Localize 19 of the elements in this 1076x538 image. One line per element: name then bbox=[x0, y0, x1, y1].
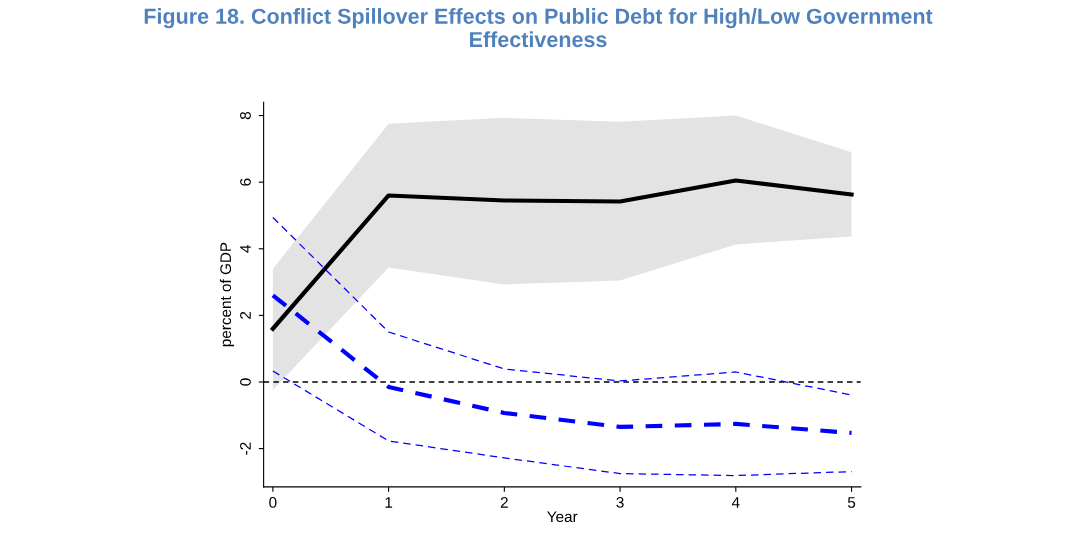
y-tick-label: 0 bbox=[240, 378, 251, 386]
y-tick-label: 4 bbox=[240, 244, 251, 253]
x-axis-title: Year bbox=[547, 511, 578, 523]
x-tick-label: 2 bbox=[500, 497, 508, 508]
x-tick-label: 4 bbox=[731, 497, 740, 508]
y-tick-label: -2 bbox=[240, 442, 251, 455]
y-tick-label: 6 bbox=[240, 178, 251, 186]
chart-title: Figure 18. Conflict Spillover Effects on Public Debt for High/Low Government Effectiveness bbox=[144, 8, 933, 48]
x-tick-label: 3 bbox=[616, 497, 624, 508]
line-series bbox=[272, 370, 853, 477]
y-tick-label: 8 bbox=[240, 111, 251, 120]
y-axis-title: percent of GDP bbox=[219, 242, 235, 347]
x-tick-label: 1 bbox=[385, 497, 393, 508]
x-tick-label: 5 bbox=[847, 497, 856, 508]
line-series bbox=[270, 178, 854, 331]
line-series bbox=[272, 216, 853, 396]
line-series bbox=[270, 293, 854, 436]
x-tick-label: 0 bbox=[269, 497, 277, 508]
y-tick-label: 2 bbox=[240, 311, 251, 319]
